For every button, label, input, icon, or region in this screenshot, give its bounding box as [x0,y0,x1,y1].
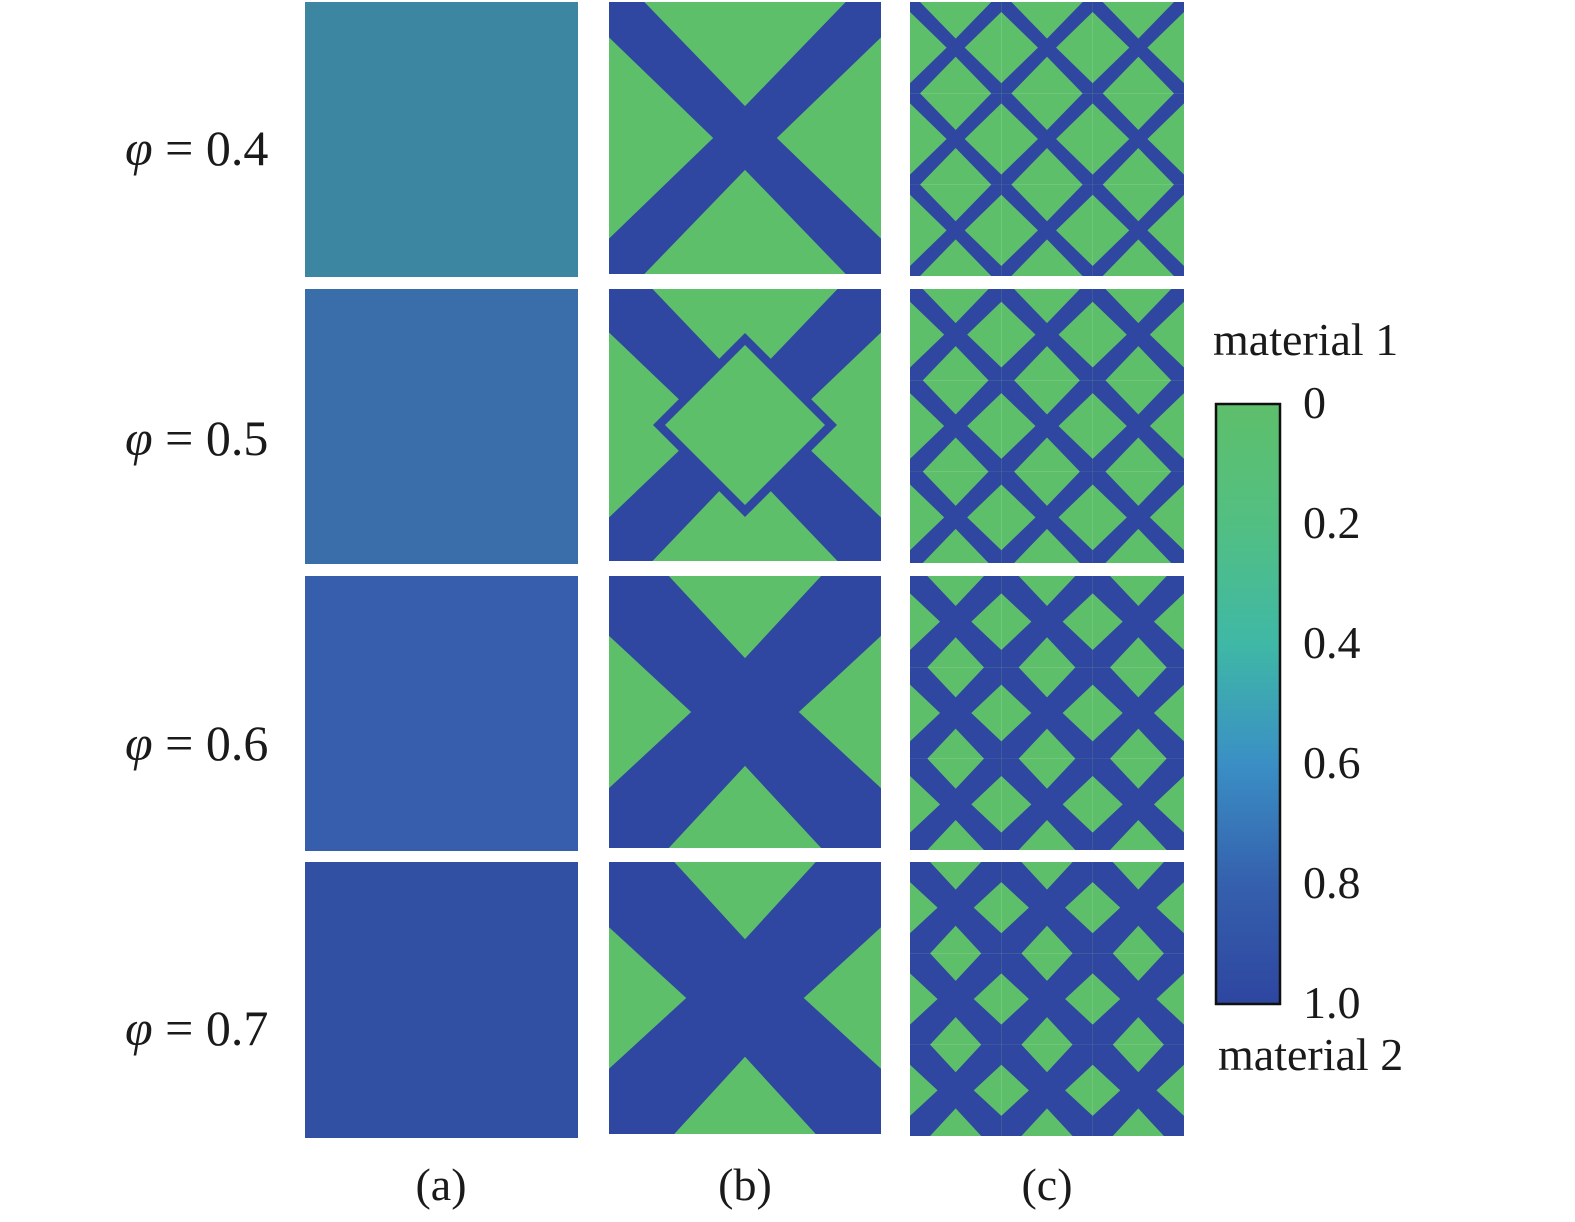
topology-cell [910,953,1002,1045]
topology-cell [1001,758,1093,850]
topology-cell [1001,93,1093,185]
row-label-0: φ = 0.4 [125,120,268,176]
colorbar-tick-4: 0.8 [1303,857,1361,908]
topology-cell [910,2,1002,94]
panel-b-row-0 [609,2,881,274]
colorbar-tick-2: 0.4 [1303,617,1361,668]
topology-cell [1092,184,1184,276]
panel-c-row-1 [910,289,1184,563]
topology-cell [910,758,1002,850]
row-label-1: φ = 0.5 [125,410,268,466]
topology-cell [910,1044,1002,1136]
topology-cell [910,576,1002,668]
topology-cell [910,667,1002,759]
topology-cell [1001,667,1093,759]
colorbar-tick-0: 0 [1303,377,1326,428]
topology-cell [1092,93,1184,185]
panel-b-diamond-inner [665,345,825,505]
column-labels: (a) (b) (c) [415,1159,1072,1210]
topology-cell [1092,471,1184,563]
colorbar-tick-5: 1.0 [1303,977,1361,1028]
row-label-2: φ = 0.6 [125,715,268,771]
panel-b-row-1 [609,289,881,561]
column-a-panels [305,2,578,1138]
topology-cell [1092,289,1184,381]
row-label-3: φ = 0.7 [125,1000,268,1056]
topology-cell [1092,380,1184,472]
topology-cell [1092,862,1184,954]
panel-c-row-0 [910,2,1184,276]
colorbar: material 1 0 0.2 0.4 0.6 0.8 1.0 materia… [1213,314,1403,1080]
topology-cell [1092,1044,1184,1136]
topology-cell [1001,953,1093,1045]
panel-a-row-1 [305,289,578,564]
topology-cell [1001,862,1093,954]
colorbar-bar [1214,402,1282,1006]
column-c-panels [910,2,1184,1136]
topology-cell [1001,289,1093,381]
row-labels: φ = 0.4 φ = 0.5 φ = 0.6 φ = 0.7 [125,120,268,1056]
topology-cell [1092,758,1184,850]
panel-a-row-2 [305,576,578,851]
panel-a-row-0 [305,2,578,277]
panel-b-row-3 [609,862,881,1134]
column-b-panels [609,2,881,1134]
panel-b-row-2 [609,576,881,848]
topology-cell [1092,2,1184,94]
topology-cell [1001,576,1093,668]
colorbar-bottom-label: material 2 [1218,1029,1403,1080]
topology-cell [1001,184,1093,276]
panel-a-row-3 [305,862,578,1138]
colorbar-tick-3: 0.6 [1303,737,1361,788]
topology-cell [910,289,1002,381]
topology-cell [1001,2,1093,94]
topology-cell [910,184,1002,276]
topology-cell [1001,1044,1093,1136]
column-label-a: (a) [415,1159,466,1210]
topology-cell [910,93,1002,185]
column-label-b: (b) [718,1159,772,1210]
topology-cell [1092,576,1184,668]
topology-cell [910,862,1002,954]
colorbar-top-label: material 1 [1213,314,1398,365]
column-label-c: (c) [1021,1159,1072,1210]
topology-cell [1092,667,1184,759]
topology-cell [1001,471,1093,563]
panel-c-row-3 [910,862,1184,1136]
colorbar-tick-1: 0.2 [1303,497,1361,548]
topology-cell [1092,953,1184,1045]
panel-c-row-2 [910,576,1184,850]
topology-cell [910,471,1002,563]
topology-cell [910,380,1002,472]
topology-cell [1001,380,1093,472]
